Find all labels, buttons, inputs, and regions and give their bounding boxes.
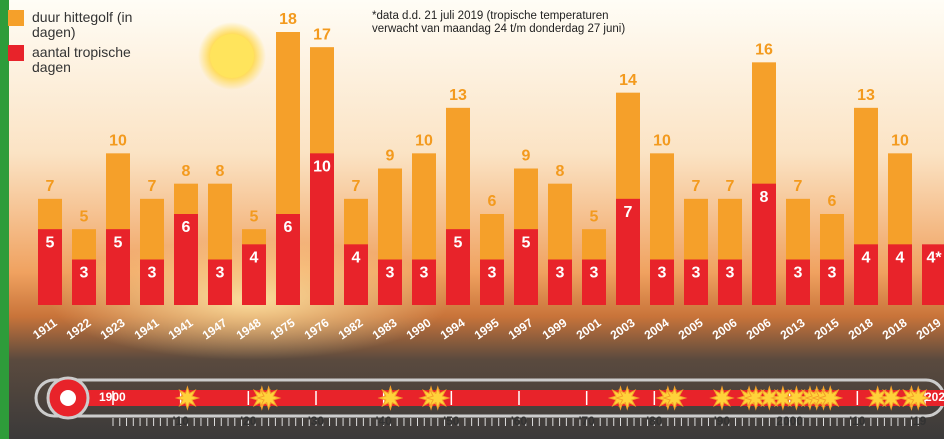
value-label: 6 [284, 219, 293, 236]
timeline-label: '20 [240, 414, 257, 428]
value-label: 4* [926, 250, 942, 267]
value-label: 9 [386, 148, 395, 165]
value-label: 7 [148, 178, 157, 195]
timeline-label: '70 [579, 414, 596, 428]
heatwave-marker [711, 387, 733, 409]
legend-label: aantal tropische dagen [32, 45, 162, 75]
value-label: 6 [182, 219, 191, 236]
timeline-label: '90 [714, 414, 731, 428]
timeline-label: '30 [308, 414, 325, 428]
value-label: 5 [522, 234, 531, 251]
heatwave-marker [427, 387, 449, 409]
value-label: 4 [250, 250, 259, 267]
heatwave-marker [379, 387, 401, 409]
value-label: 3 [658, 265, 667, 282]
left-strip [0, 0, 9, 439]
value-label: 3 [148, 265, 157, 282]
value-label: 18 [279, 11, 297, 28]
value-label: 3 [488, 265, 497, 282]
heatwave-marker [819, 387, 841, 409]
value-label: 7 [726, 178, 735, 195]
value-label: 13 [857, 87, 875, 104]
value-label: 16 [755, 42, 773, 59]
legend-label: duur hittegolf (in dagen) [32, 10, 162, 40]
timeline-label: '10 [173, 414, 190, 428]
value-label: 7 [794, 178, 803, 195]
timeline-label: '10 [849, 414, 866, 428]
value-label: 8 [216, 163, 225, 180]
value-label: 4 [862, 250, 871, 267]
annotation: *data d.d. 21 juli 2019 (tropische tempe… [372, 10, 632, 36]
timeline-label: '19 [910, 414, 927, 428]
timeline-label: 1900 [99, 390, 126, 404]
value-label: 10 [415, 133, 433, 150]
value-label: 3 [692, 265, 701, 282]
thermometer-dot [60, 390, 76, 406]
heatwave-marker [616, 387, 638, 409]
value-label: 5 [80, 208, 89, 225]
value-label: 4 [352, 250, 361, 267]
value-label: 4 [896, 250, 905, 267]
value-label: 8 [760, 189, 769, 206]
value-label: 6 [828, 193, 837, 210]
value-label: 7 [352, 178, 361, 195]
timeline-label: '40 [376, 414, 393, 428]
value-label: 8 [182, 163, 191, 180]
value-label: 5 [46, 234, 55, 251]
infographic: 7519115319221051923731941861941831947541… [0, 0, 944, 439]
value-label: 3 [80, 265, 89, 282]
value-label: 5 [454, 234, 463, 251]
timeline-label: '80 [646, 414, 663, 428]
value-label: 3 [726, 265, 735, 282]
timeline-label: '50 [443, 414, 460, 428]
bar [310, 153, 334, 305]
value-label: 3 [590, 265, 599, 282]
value-label: 7 [46, 178, 55, 195]
value-label: 3 [386, 265, 395, 282]
value-label: 8 [556, 163, 565, 180]
legend-swatch [8, 45, 24, 61]
value-label: 7 [624, 204, 633, 221]
value-label: 9 [522, 148, 531, 165]
value-label: 10 [109, 133, 127, 150]
sun-core [210, 34, 254, 78]
value-label: 13 [449, 87, 467, 104]
value-label: 3 [828, 265, 837, 282]
value-label: 10 [891, 133, 909, 150]
value-label: 3 [216, 265, 225, 282]
legend-swatch [8, 10, 24, 26]
value-label: 10 [313, 159, 331, 176]
timeline-label: '60 [511, 414, 528, 428]
timeline-label: 2000 [776, 414, 803, 428]
heatwave-marker [176, 387, 198, 409]
heatwave-marker [664, 387, 686, 409]
value-label: 5 [250, 208, 259, 225]
value-label: 3 [556, 265, 565, 282]
value-label: 17 [313, 26, 331, 43]
value-label: 10 [653, 133, 671, 150]
value-label: 14 [619, 72, 637, 89]
value-label: 3 [420, 265, 429, 282]
heatwave-marker [907, 387, 929, 409]
heatwave-marker [258, 387, 280, 409]
value-label: 3 [794, 265, 803, 282]
value-label: 6 [488, 193, 497, 210]
value-label: 5 [114, 234, 123, 251]
value-label: 5 [590, 208, 599, 225]
value-label: 7 [692, 178, 701, 195]
